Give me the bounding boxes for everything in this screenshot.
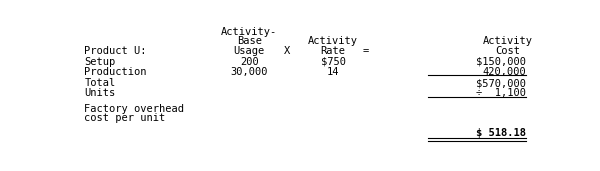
Text: 420,000: 420,000	[482, 67, 526, 77]
Text: Activity: Activity	[482, 36, 532, 46]
Text: Total: Total	[84, 78, 116, 88]
Text: $150,000: $150,000	[476, 57, 526, 67]
Text: ÷  1,100: ÷ 1,100	[476, 88, 526, 98]
Text: Activity: Activity	[308, 36, 358, 46]
Text: $ 518.18: $ 518.18	[476, 128, 526, 138]
Text: Factory overhead: Factory overhead	[84, 104, 184, 114]
Text: Activity-: Activity-	[221, 28, 277, 37]
Text: Usage: Usage	[234, 46, 265, 56]
Text: Setup: Setup	[84, 57, 116, 67]
Text: =: =	[362, 46, 369, 56]
Text: Base: Base	[237, 36, 262, 46]
Text: $750: $750	[320, 57, 346, 67]
Text: X: X	[283, 46, 290, 56]
Text: Product U:: Product U:	[84, 46, 147, 56]
Text: Production: Production	[84, 67, 147, 77]
Text: Cost: Cost	[495, 46, 520, 56]
Text: $570,000: $570,000	[476, 78, 526, 88]
Text: 30,000: 30,000	[230, 67, 268, 77]
Text: Units: Units	[84, 88, 116, 98]
Text: Rate: Rate	[320, 46, 346, 56]
Text: 200: 200	[240, 57, 259, 67]
Text: 14: 14	[327, 67, 340, 77]
Text: cost per unit: cost per unit	[84, 113, 166, 123]
